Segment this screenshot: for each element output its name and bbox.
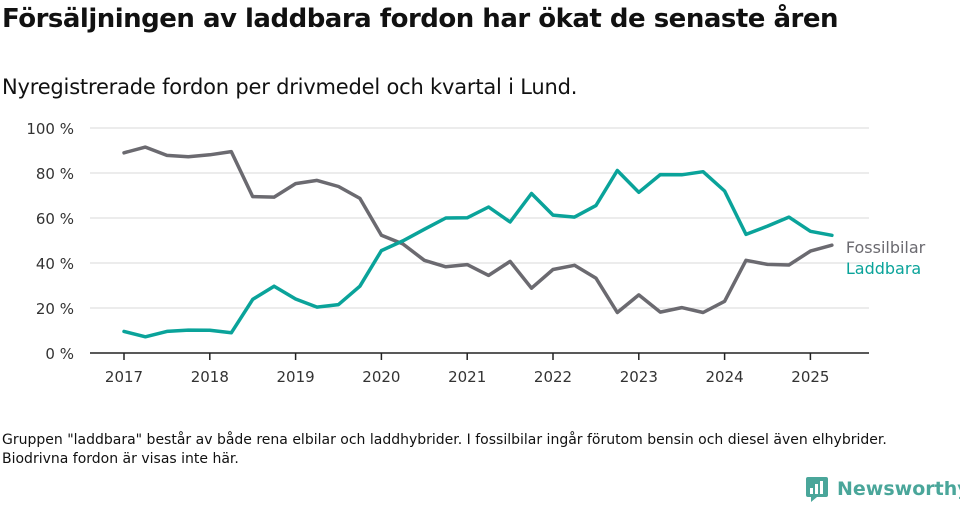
x-tick-label: 2023	[620, 368, 658, 386]
x-tick-label: 2021	[448, 368, 486, 386]
series-lines	[122, 145, 834, 339]
y-tick-label: 60 %	[36, 210, 74, 228]
logo-text: Newsworthy	[837, 478, 960, 500]
y-tick-label: 40 %	[36, 255, 74, 273]
newsworthy-logo: Newsworthy	[805, 475, 960, 503]
x-tick-label: 2020	[362, 368, 400, 386]
y-tick-label: 100 %	[26, 120, 74, 138]
series-labels: Fossilbilar Laddbara	[846, 238, 926, 278]
footnote: Gruppen "laddbara" består av både rena e…	[2, 432, 887, 467]
y-tick-label: 20 %	[36, 300, 74, 318]
chart-title: Försäljningen av laddbara fordon har öka…	[2, 4, 838, 34]
x-tick-label: 2019	[277, 368, 315, 386]
y-tick-label: 80 %	[36, 165, 74, 183]
y-tick-label: 0 %	[45, 345, 74, 363]
x-tick-label: 2025	[791, 368, 829, 386]
x-tick-label: 2024	[706, 368, 744, 386]
x-tick-label: 2022	[534, 368, 572, 386]
x-tick-label: 2018	[191, 368, 229, 386]
bar-chart-icon	[806, 476, 828, 502]
series-label-laddbara: Laddbara	[846, 259, 921, 278]
gridlines	[90, 127, 869, 309]
series-line-fossilbilar	[122, 145, 834, 315]
x-axis-ticks: 2017 2018 2019 2020 2021 2022 2023 2024 2025	[105, 353, 829, 386]
chart-subtitle: Nyregistrerade fordon per drivmedel och …	[2, 75, 578, 99]
y-axis-tick-labels: 0 % 20 % 40 % 60 % 80 % 100 %	[26, 120, 74, 363]
x-tick-label: 2017	[105, 368, 143, 386]
series-label-fossilbilar: Fossilbilar	[846, 238, 926, 257]
series-line-laddbara	[122, 168, 834, 339]
